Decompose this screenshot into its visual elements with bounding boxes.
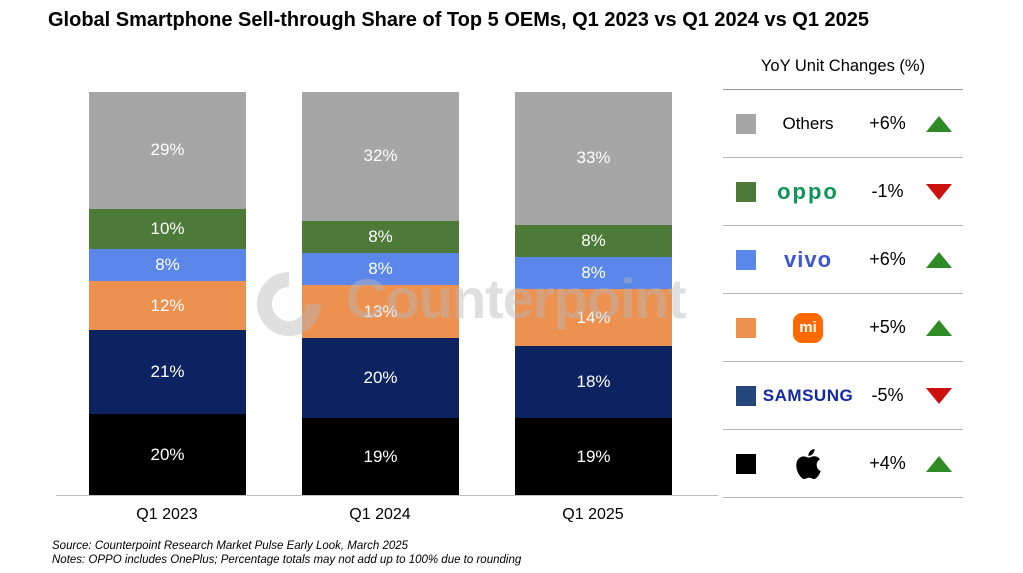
bar-segment-others-q1-2025: 33% (515, 92, 672, 225)
vivo-logo: vivo (783, 246, 833, 272)
bar-segment-value-label: 29% (150, 140, 185, 160)
legend-row-samsung: SAMSUNG -5% (723, 362, 963, 430)
legend-title: YoY Unit Changes (%) (723, 57, 963, 90)
bar-segment-value-label: 32% (363, 146, 398, 166)
bar-segment-samsung-q1-2024: 20% (302, 337, 459, 419)
bar-segment-value-label: 33% (576, 148, 611, 168)
yoy-legend: YoY Unit Changes (%) Others +6% oppo -1% viv… (723, 57, 963, 498)
bar-segment-apple-q1-2023: 20% (89, 414, 246, 495)
footer-notes: Notes: OPPO includes OnePlus; Percentage… (52, 554, 522, 566)
bar-segment-oppo-q1-2025: 8% (515, 224, 672, 258)
bar-segment-xiaomi-q1-2023: 12% (89, 281, 246, 330)
bar-segment-value-label: 8% (155, 255, 180, 275)
others-logo-cell: Others (756, 114, 860, 134)
bar-segment-oppo-q1-2023: 10% (89, 208, 246, 250)
xiaomi-logo-cell: mi (756, 312, 860, 343)
stacked-bar-q1-2024: 32% 8% 8% 13% 20% 19% (302, 92, 459, 495)
bar-segment-others-q1-2024: 32% (302, 92, 459, 221)
bar-segment-value-label: 20% (150, 444, 185, 464)
xiaomi-mi-logo-icon: mi (793, 312, 823, 343)
stacked-bar-q1-2025: 33% 8% 8% 14% 18% 19% (515, 92, 672, 495)
bar-segment-oppo-q1-2024: 8% (302, 220, 459, 254)
down-triangle-icon (926, 387, 952, 404)
up-triangle-icon (926, 455, 952, 472)
bar-segment-value-label: 8% (368, 259, 393, 279)
vivo-trend-cell (915, 251, 963, 268)
apple-color-swatch (736, 453, 756, 474)
apple-logo-cell (756, 448, 860, 479)
vivo-yoy-change: +6% (869, 249, 906, 269)
bar-segment-value-label: 10% (150, 219, 185, 238)
bar-segment-value-label: 8% (581, 263, 606, 283)
bar-segment-samsung-q1-2023: 21% (89, 329, 246, 415)
oppo-yoy-change: -1% (871, 181, 904, 201)
others-yoy-change: +6% (869, 113, 906, 133)
apple-trend-cell (915, 455, 963, 472)
bar-segment-value-label: 14% (576, 307, 611, 327)
bar-segment-value-label: 8% (581, 231, 606, 251)
bar-segment-value-label: 21% (150, 362, 185, 382)
bar-segment-value-label: 18% (576, 372, 611, 392)
legend-row-oppo: oppo -1% (723, 158, 963, 226)
bar-segment-samsung-q1-2025: 18% (515, 345, 672, 419)
bar-segment-xiaomi-q1-2024: 13% (302, 285, 459, 338)
vivo-color-swatch (736, 249, 756, 270)
legend-rows: Others +6% oppo -1% vivo +6% mi +5% SAMSUNG -5% +4… (723, 90, 963, 498)
bar-segment-apple-q1-2025: 19% (515, 418, 672, 495)
legend-row-others: Others +6% (723, 90, 963, 158)
down-triangle-icon (926, 183, 952, 200)
bar-segment-value-label: 20% (363, 368, 398, 388)
xiaomi-color-swatch (736, 317, 756, 338)
bar-segment-vivo-q1-2025: 8% (515, 257, 672, 290)
stacked-bar-q1-2023: 29% 10% 8% 12% 21% 20% (89, 92, 246, 495)
legend-row-xiaomi: mi +5% (723, 294, 963, 362)
bar-segment-others-q1-2023: 29% (89, 92, 246, 209)
apple-logo-icon (795, 448, 821, 479)
legend-row-apple: +4% (723, 430, 963, 498)
oppo-trend-cell (915, 183, 963, 200)
bar-segment-xiaomi-q1-2025: 14% (515, 289, 672, 346)
apple-yoy-change: +4% (869, 453, 906, 473)
x-axis-label-q1-2023: Q1 2023 (136, 506, 198, 523)
up-triangle-icon (926, 251, 952, 268)
bar-segment-value-label: 19% (576, 446, 611, 466)
others-trend-cell (915, 115, 963, 132)
oppo-color-swatch (736, 181, 756, 202)
bar-segment-value-label: 19% (363, 446, 398, 466)
xiaomi-yoy-change: +5% (869, 317, 906, 337)
others-color-swatch (736, 113, 756, 134)
samsung-trend-cell (915, 387, 963, 404)
x-axis-label-q1-2024: Q1 2024 (349, 506, 411, 523)
bar-segment-apple-q1-2024: 19% (302, 418, 459, 495)
samsung-logo-cell: SAMSUNG (756, 386, 860, 406)
bar-segment-value-label: 12% (150, 295, 185, 315)
x-axis-line (56, 495, 718, 496)
samsung-yoy-change: -5% (871, 385, 904, 405)
samsung-logo: SAMSUNG (762, 385, 854, 405)
x-axis-label-q1-2025: Q1 2025 (562, 506, 624, 523)
samsung-color-swatch (736, 385, 756, 406)
bar-segment-vivo-q1-2023: 8% (89, 249, 246, 282)
oppo-logo-cell: oppo (756, 179, 860, 205)
bar-segment-value-label: 8% (368, 227, 393, 247)
footer-source: Source: Counterpoint Research Market Pul… (52, 540, 409, 552)
bar-segment-value-label: 13% (363, 301, 398, 321)
up-triangle-icon (926, 115, 952, 132)
vivo-logo-cell: vivo (756, 247, 860, 273)
up-triangle-icon (926, 319, 952, 336)
chart-title: Global Smartphone Sell-through Share of … (48, 9, 870, 31)
legend-row-vivo: vivo +6% (723, 226, 963, 294)
others-label: Others (782, 113, 834, 133)
xiaomi-trend-cell (915, 319, 963, 336)
bar-segment-vivo-q1-2024: 8% (302, 253, 459, 286)
oppo-logo: oppo (777, 178, 839, 204)
